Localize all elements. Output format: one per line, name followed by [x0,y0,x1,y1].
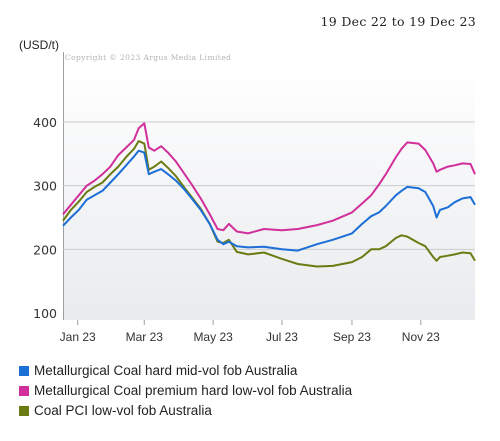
series-line-pci-low-vol [62,140,476,268]
legend-label: Metallurgical Coal premium hard low-vol … [34,383,353,398]
y-tick-label: 200 [33,242,57,257]
copyright-text: Copyright © 2023 Argus Media Limited [65,53,231,62]
x-tick-label: Jul 23 [266,330,298,344]
legend-item-hard-mid-vol: Metallurgical Coal hard mid-vol fob Aust… [19,363,297,378]
series-line-premium-hard-low-vol [62,122,476,235]
legend-swatch-hard-mid-vol [19,365,29,376]
plot-background [63,62,475,320]
x-tick-label: Jan 23 [60,330,96,344]
y-axis-unit-label: (USD/t) [19,38,59,52]
legend-swatch-premium-hard-low-vol [19,385,29,396]
y-tick-label: 400 [33,115,57,130]
legend-item-pci-low-vol: Coal PCI low-vol fob Australia [19,403,212,418]
y-tick-label: 300 [33,179,57,194]
x-tick-label: May 23 [193,330,233,344]
series-line-hard-mid-vol [62,149,476,252]
legend-swatch-pci-low-vol [19,405,29,416]
y-tick-label: 100 [33,306,57,321]
date-range: 19 Dec 22 to 19 Dec 23 [320,14,476,29]
x-tick-label: Sep 23 [333,330,371,344]
legend-label: Metallurgical Coal hard mid-vol fob Aust… [34,363,298,378]
legend-label: Coal PCI low-vol fob Australia [34,403,212,418]
line-chart: Copyright © 2023 Argus Media Limited 100… [33,52,476,344]
legend-item-premium-hard-low-vol: Metallurgical Coal premium hard low-vol … [19,383,352,398]
x-tick-label: Mar 23 [126,330,164,344]
x-tick-label: Nov 23 [402,330,440,344]
